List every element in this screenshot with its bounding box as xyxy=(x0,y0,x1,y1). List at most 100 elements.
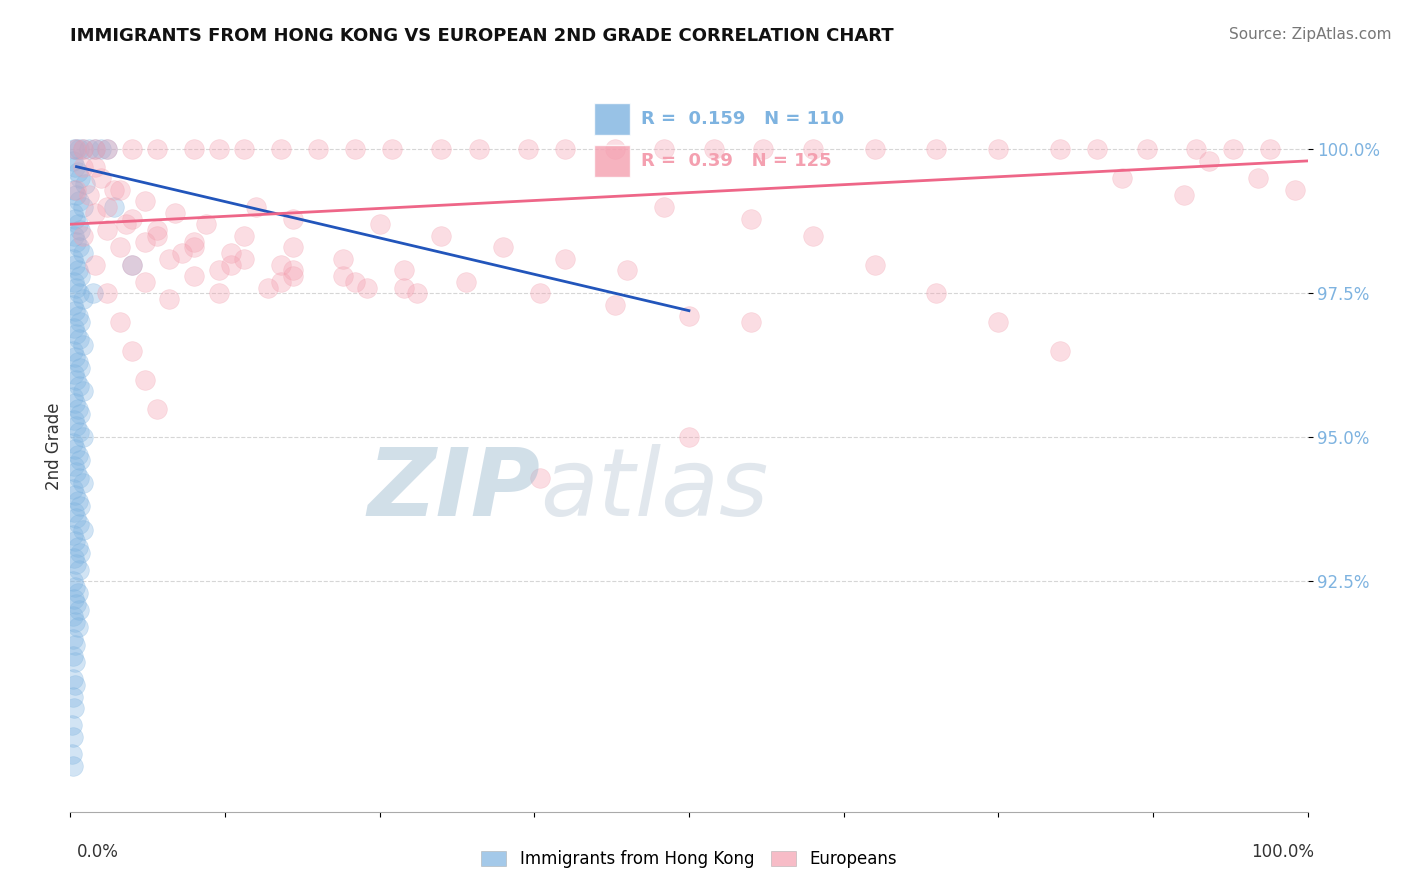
Point xyxy=(270,275,292,289)
Point xyxy=(863,258,886,272)
Point xyxy=(146,228,169,243)
Point xyxy=(281,263,304,277)
Point xyxy=(65,211,87,226)
Point xyxy=(1185,142,1208,156)
Point xyxy=(72,228,94,243)
Point xyxy=(281,211,304,226)
Point xyxy=(430,228,453,243)
Point xyxy=(65,142,87,156)
Point xyxy=(63,701,86,715)
Point xyxy=(343,142,366,156)
Point xyxy=(65,598,87,612)
Point xyxy=(65,258,87,272)
Point xyxy=(67,333,90,347)
Point xyxy=(66,586,89,600)
Point xyxy=(66,310,89,324)
Point xyxy=(77,142,100,156)
Point xyxy=(554,142,576,156)
Point xyxy=(65,580,87,594)
Text: IMMIGRANTS FROM HONG KONG VS EUROPEAN 2ND GRADE CORRELATION CHART: IMMIGRANTS FROM HONG KONG VS EUROPEAN 2N… xyxy=(70,27,894,45)
Point xyxy=(603,142,626,156)
Point xyxy=(343,275,366,289)
Point xyxy=(62,298,84,312)
Point xyxy=(121,211,143,226)
Point xyxy=(62,672,84,686)
Point xyxy=(801,142,824,156)
Point xyxy=(62,482,84,496)
Point xyxy=(66,448,89,462)
Point xyxy=(65,678,87,692)
Point xyxy=(1049,343,1071,358)
Point xyxy=(65,350,87,364)
Point xyxy=(67,194,90,209)
Point xyxy=(1085,142,1108,156)
Point xyxy=(430,142,453,156)
Point xyxy=(65,488,87,502)
Point xyxy=(65,280,87,294)
Point xyxy=(678,310,700,324)
Text: Source: ZipAtlas.com: Source: ZipAtlas.com xyxy=(1229,27,1392,42)
Point xyxy=(456,275,478,289)
Y-axis label: 2nd Grade: 2nd Grade xyxy=(45,402,63,490)
Point xyxy=(1260,142,1282,156)
Point xyxy=(752,142,775,156)
Point xyxy=(62,206,84,220)
Point xyxy=(69,269,91,284)
Point xyxy=(66,401,89,416)
Point xyxy=(703,142,725,156)
Point xyxy=(208,142,231,156)
Point xyxy=(65,615,87,629)
Point xyxy=(65,188,87,202)
Point xyxy=(60,747,83,761)
Point xyxy=(652,200,675,214)
Point xyxy=(183,269,205,284)
Point xyxy=(1136,142,1159,156)
Point xyxy=(84,258,107,272)
Point xyxy=(740,211,762,226)
Point xyxy=(75,177,97,191)
Point xyxy=(332,252,354,266)
Point xyxy=(270,258,292,272)
Point xyxy=(62,436,84,450)
Point xyxy=(134,373,156,387)
Point xyxy=(90,142,112,156)
Point xyxy=(63,321,86,335)
Point xyxy=(121,142,143,156)
Point xyxy=(90,171,112,186)
Point xyxy=(108,240,131,254)
Point xyxy=(146,223,169,237)
Point xyxy=(1247,171,1270,186)
Point xyxy=(65,465,87,479)
Point xyxy=(62,390,84,404)
Point xyxy=(96,223,118,237)
Point xyxy=(77,188,100,202)
Point xyxy=(72,142,94,156)
Point xyxy=(245,200,267,214)
Point xyxy=(157,252,180,266)
Point xyxy=(67,603,90,617)
Point xyxy=(65,396,87,410)
Point xyxy=(66,493,89,508)
Point xyxy=(69,453,91,467)
Point xyxy=(96,286,118,301)
Point xyxy=(517,142,540,156)
Point xyxy=(134,194,156,209)
Point xyxy=(63,183,86,197)
Point xyxy=(257,280,280,294)
Point xyxy=(103,200,125,214)
Text: 0.0%: 0.0% xyxy=(77,843,120,861)
Point xyxy=(66,263,89,277)
Point xyxy=(65,655,87,669)
Point xyxy=(65,160,87,174)
Point xyxy=(63,228,86,243)
Point xyxy=(1049,142,1071,156)
Point xyxy=(987,142,1010,156)
Point xyxy=(62,574,84,589)
Point xyxy=(66,355,89,369)
Legend: Immigrants from Hong Kong, Europeans: Immigrants from Hong Kong, Europeans xyxy=(475,844,903,875)
Point xyxy=(492,240,515,254)
Point xyxy=(1111,171,1133,186)
Point xyxy=(72,292,94,306)
Point xyxy=(208,263,231,277)
Point xyxy=(208,286,231,301)
